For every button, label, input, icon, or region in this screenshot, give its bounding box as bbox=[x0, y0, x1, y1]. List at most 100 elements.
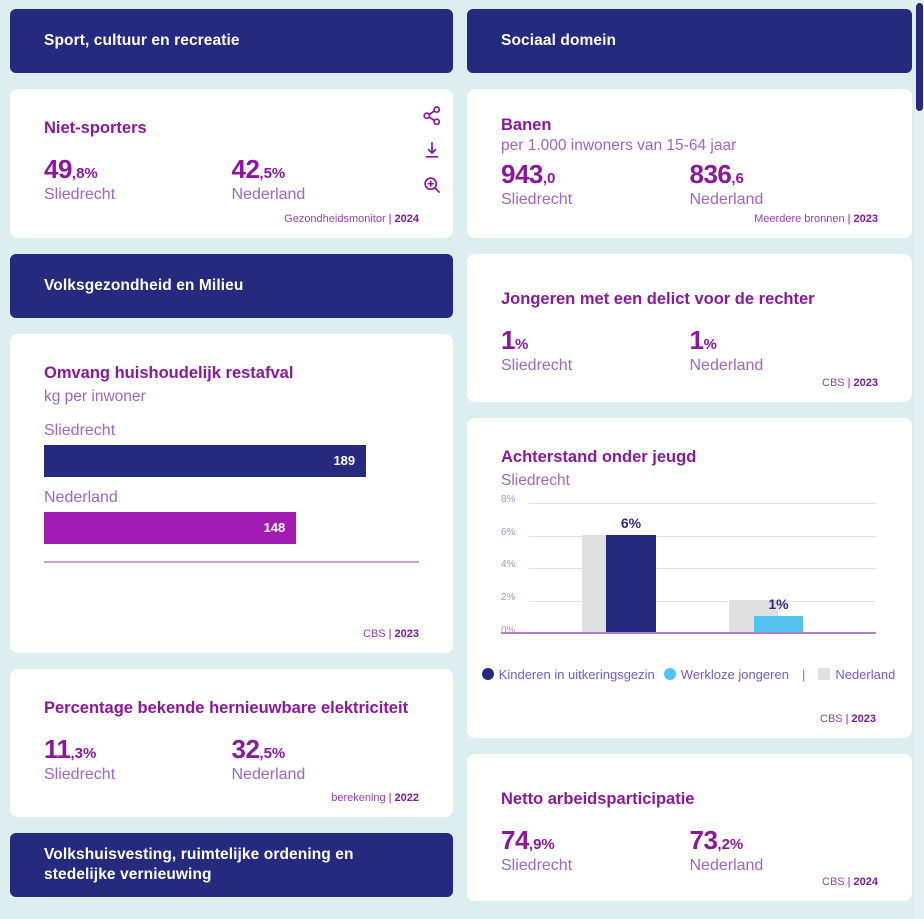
stat-value: 11,3% bbox=[44, 736, 232, 762]
legend-label: Werkloze jongeren bbox=[680, 666, 789, 682]
stat-value-main: 74 bbox=[501, 824, 529, 855]
card-banen: Banen per 1.000 inwoners van 15-64 jaar … bbox=[467, 89, 912, 238]
source-separator: | bbox=[847, 377, 851, 389]
legend-item-werkloze-jongeren: Werkloze jongeren bbox=[663, 666, 789, 682]
grouped-bar-chart: 8% 6% 4% 2% 0% 6% 1% bbox=[501, 494, 876, 636]
share-icon[interactable] bbox=[422, 105, 442, 125]
scrollbar-track[interactable] bbox=[915, 0, 924, 919]
chart-unit: kg per inwoner bbox=[44, 387, 146, 405]
y-tick-label: 6% bbox=[501, 526, 516, 538]
legend-swatch-blue bbox=[663, 668, 676, 681]
source-year: 2024 bbox=[394, 213, 419, 225]
stat-label: Sliedrecht bbox=[501, 356, 573, 374]
stat-value-main: 1 bbox=[501, 324, 515, 355]
stat-label: Nederland bbox=[689, 190, 764, 208]
source-separator: | bbox=[847, 876, 851, 888]
download-icon[interactable] bbox=[422, 140, 442, 160]
stat-nederland: 42,5% Nederland bbox=[232, 156, 420, 204]
stat-label: Sliedrecht bbox=[501, 856, 573, 874]
stat-sliedrecht: 11,3% Sliedrecht bbox=[44, 736, 232, 784]
card-restafval-chart: Omvang huishoudelijk restafval kg per in… bbox=[10, 334, 453, 653]
stat-value-decimal: % bbox=[514, 335, 529, 353]
source-separator: | bbox=[388, 213, 392, 225]
stat-value: 836,6 bbox=[690, 161, 879, 187]
column-left: Sport, cultuur en recreatie Niet-sporter… bbox=[10, 9, 453, 901]
source-year: 2023 bbox=[851, 713, 876, 725]
source-name: CBS bbox=[822, 876, 845, 888]
stat-value: 73,2% bbox=[690, 827, 879, 853]
stat-value-main: 32 bbox=[231, 733, 260, 764]
stat-label: Nederland bbox=[231, 185, 306, 203]
section-header-volksgezondheid: Volksgezondheid en Milieu bbox=[10, 254, 453, 318]
legend-swatch-navy bbox=[481, 668, 494, 681]
bar-nederland: 148 bbox=[44, 511, 297, 544]
gridline bbox=[529, 535, 876, 537]
stat-value-main: 11 bbox=[44, 733, 71, 764]
source-line: berekening | 2022 bbox=[331, 792, 419, 804]
stat-value: 1% bbox=[690, 327, 879, 353]
bar-value-label: 189 bbox=[333, 453, 356, 469]
bar-category-label: Sliedrecht bbox=[44, 421, 116, 439]
section-header-volkshuisvesting: Volkshuisvesting, ruimtelijke ordening e… bbox=[10, 833, 453, 897]
stat-value: 1% bbox=[501, 327, 690, 353]
stat-label: Sliedrecht bbox=[44, 765, 116, 783]
stat-nederland: 836,6 Nederland bbox=[690, 161, 879, 209]
stat-label: Nederland bbox=[689, 356, 764, 374]
stat-value-main: 943 bbox=[501, 158, 543, 189]
horizontal-bar-chart: Sliedrecht 189 Nederland 148 bbox=[44, 422, 419, 563]
section-header-sport: Sport, cultuur en recreatie bbox=[10, 9, 453, 73]
card-achterstand-jeugd-chart: Achterstand onder jeugd Sliedrecht 8% 6%… bbox=[467, 418, 912, 738]
stats-row: 11,3% Sliedrecht 32,5% Nederland bbox=[44, 736, 419, 784]
stat-nederland: 73,2% Nederland bbox=[690, 827, 879, 875]
chart-legend: Kinderen in uitkeringsgezin Werkloze jon… bbox=[481, 666, 895, 682]
legend-swatch-grey bbox=[818, 668, 831, 681]
x-axis-line bbox=[44, 560, 419, 563]
section-title: Sport, cultuur en recreatie bbox=[44, 31, 240, 49]
card-title: Jongeren met een delict voor de rechter bbox=[501, 290, 815, 308]
stat-value-decimal: ,5% bbox=[259, 164, 286, 182]
legend-label: Nederland bbox=[835, 666, 896, 682]
stat-value: 49,8% bbox=[44, 156, 232, 182]
zoom-in-icon[interactable] bbox=[422, 175, 442, 195]
source-separator: | bbox=[847, 213, 851, 225]
card-title: Percentage bekende hernieuwbare elektric… bbox=[44, 699, 409, 717]
chart-title: Achterstand onder jeugd bbox=[501, 448, 697, 466]
scrollbar-thumb[interactable] bbox=[916, 3, 923, 111]
card-hernieuwbare-elektriciteit: Percentage bekende hernieuwbare elektric… bbox=[10, 669, 453, 817]
chart-subtitle: Sliedrecht bbox=[501, 471, 570, 489]
bar-value-label: 6% bbox=[620, 515, 642, 532]
section-title: Sociaal domein bbox=[501, 31, 617, 49]
source-name: CBS bbox=[820, 713, 843, 725]
y-tick-label: 4% bbox=[501, 559, 516, 571]
gridline bbox=[529, 568, 876, 570]
source-name: Gezondheidsmonitor bbox=[284, 213, 386, 225]
source-year: 2024 bbox=[853, 876, 878, 888]
card-actions bbox=[422, 105, 442, 195]
stat-value-main: 42 bbox=[231, 153, 260, 184]
source-line: Meerdere bronnen | 2023 bbox=[754, 213, 878, 225]
dashboard: Sport, cultuur en recreatie Niet-sporter… bbox=[10, 9, 912, 901]
gridline bbox=[529, 502, 876, 504]
stat-value: 943,0 bbox=[501, 161, 690, 187]
source-year: 2023 bbox=[853, 377, 878, 389]
stats-row: 943,0 Sliedrecht 836,6 Nederland bbox=[501, 161, 878, 209]
legend-item-uitkeringsgezin: Kinderen in uitkeringsgezin bbox=[481, 666, 655, 682]
stat-value-decimal: ,2% bbox=[717, 835, 744, 853]
stat-sliedrecht: 49,8% Sliedrecht bbox=[44, 156, 232, 204]
stat-value-decimal: % bbox=[703, 335, 717, 353]
source-line: CBS | 2024 bbox=[822, 876, 878, 888]
card-netto-arbeidsparticipatie: Netto arbeidsparticipatie 74,9% Sliedrec… bbox=[467, 754, 912, 901]
gridline bbox=[529, 601, 876, 603]
source-line: CBS | 2023 bbox=[820, 713, 876, 725]
stats-row: 74,9% Sliedrecht 73,2% Nederland bbox=[501, 827, 878, 875]
bar-sliedrecht: 189 bbox=[44, 444, 367, 477]
stat-value: 42,5% bbox=[232, 156, 420, 182]
stats-row: 49,8% Sliedrecht 42,5% Nederland bbox=[44, 156, 419, 204]
legend-label: Kinderen in uitkeringsgezin bbox=[498, 666, 655, 682]
source-line: CBS | 2023 bbox=[363, 628, 419, 640]
stat-value-decimal: ,3% bbox=[70, 744, 97, 762]
stat-value: 74,9% bbox=[501, 827, 690, 853]
stat-sliedrecht: 74,9% Sliedrecht bbox=[501, 827, 690, 875]
source-line: CBS | 2023 bbox=[822, 377, 878, 389]
card-title: Netto arbeidsparticipatie bbox=[501, 790, 695, 808]
